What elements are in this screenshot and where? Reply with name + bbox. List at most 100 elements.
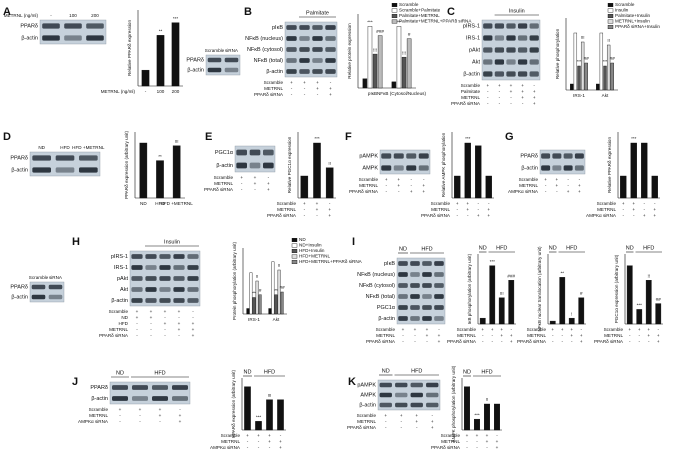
legend-swatch bbox=[607, 13, 614, 18]
blot-row-label: IRS-1 bbox=[114, 265, 128, 271]
bar bbox=[570, 83, 574, 91]
band bbox=[563, 165, 573, 171]
condition-sign: - bbox=[423, 177, 425, 182]
band bbox=[159, 298, 171, 303]
bar bbox=[610, 62, 614, 91]
condition-sign: - bbox=[119, 419, 121, 424]
bar bbox=[300, 175, 309, 199]
x-tick-label: HFD bbox=[155, 201, 165, 206]
y-axis-label: Protein phosphorylation (arbitrary unit) bbox=[232, 241, 237, 320]
condition-sign: - bbox=[533, 83, 535, 88]
bar bbox=[156, 160, 164, 199]
lane-label: siRNA bbox=[49, 275, 63, 280]
band bbox=[207, 67, 222, 73]
condition-sign: - bbox=[638, 339, 640, 344]
significance-mark: ## bbox=[656, 297, 662, 302]
legend-label: Palmitate+METRNL bbox=[399, 13, 440, 18]
condition-label: AMPKα siRNA bbox=[210, 445, 241, 450]
blot-row-label: β-actin bbox=[11, 167, 28, 173]
condition-sign: - bbox=[304, 92, 306, 97]
group-header: ND bbox=[463, 369, 471, 375]
band bbox=[418, 153, 429, 159]
group-header: Insulin bbox=[164, 239, 180, 245]
x-axis-label: METRNL (ng/ml) bbox=[101, 89, 136, 94]
bar bbox=[172, 145, 181, 199]
band bbox=[410, 316, 420, 321]
condition-sign: + bbox=[328, 207, 331, 212]
bar bbox=[396, 26, 402, 89]
condition-label: METRNL bbox=[604, 333, 623, 338]
condition-sign: + bbox=[487, 213, 490, 218]
condition-sign: + bbox=[510, 339, 513, 344]
group-header: ND bbox=[626, 245, 634, 251]
band bbox=[422, 305, 432, 310]
band bbox=[381, 165, 392, 171]
condition-label: Scramble bbox=[527, 327, 547, 332]
condition-sign: + bbox=[246, 433, 249, 438]
condition-sign: + bbox=[316, 80, 319, 85]
condition-sign: + bbox=[329, 92, 332, 97]
condition-sign: - bbox=[241, 181, 243, 186]
significance-mark: !! bbox=[607, 38, 610, 43]
blot-row-label: NFκB (nucleus) bbox=[357, 272, 395, 278]
condition-sign: - bbox=[291, 86, 293, 91]
bar bbox=[325, 167, 334, 199]
band bbox=[541, 153, 551, 159]
legend-swatch bbox=[291, 254, 298, 259]
band bbox=[426, 382, 439, 388]
band bbox=[541, 165, 551, 171]
bar bbox=[549, 320, 556, 325]
legend-swatch bbox=[391, 19, 398, 24]
band bbox=[173, 298, 185, 303]
condition-label: Scramble bbox=[441, 433, 461, 438]
band bbox=[173, 287, 185, 292]
condition-sign: + bbox=[422, 183, 425, 188]
blot-row-label: pAMPK bbox=[357, 382, 376, 388]
condition-sign: - bbox=[499, 101, 501, 106]
condition-label: PPARδ siRNA bbox=[517, 339, 547, 344]
band bbox=[483, 35, 493, 41]
blot-row-label: Akt bbox=[472, 59, 480, 65]
condition-sign: + bbox=[653, 213, 656, 218]
bar bbox=[401, 56, 407, 89]
bar bbox=[596, 83, 600, 91]
bar bbox=[630, 142, 637, 199]
significance-mark: ### bbox=[507, 273, 515, 278]
bar bbox=[139, 142, 148, 199]
condition-sign: + bbox=[178, 309, 181, 314]
lane-label: Scramble bbox=[29, 275, 49, 280]
condition-sign: - bbox=[476, 445, 478, 450]
condition-label: PPARδ siRNA bbox=[254, 92, 284, 97]
group-header: Palmitate bbox=[306, 10, 329, 16]
condition-sign: - bbox=[501, 339, 503, 344]
condition-sign: - bbox=[456, 213, 458, 218]
x-tick-label: Akt bbox=[602, 93, 609, 98]
bar bbox=[464, 386, 471, 431]
legend-label: ND+Insulin bbox=[299, 243, 322, 248]
blot-row-label: β-actin bbox=[11, 294, 28, 300]
band bbox=[410, 283, 420, 288]
condition-sign: + bbox=[496, 445, 499, 450]
y-axis-label: PPARδ expression (arbitrary unit) bbox=[124, 130, 129, 199]
bar bbox=[645, 280, 652, 325]
condition-sign: + bbox=[653, 207, 656, 212]
significance-mark: *** bbox=[465, 136, 471, 141]
band bbox=[312, 58, 323, 63]
y-axis-label: Relative PPARδ expression bbox=[607, 137, 612, 194]
blot-row-label: NFκB (total) bbox=[254, 58, 284, 64]
condition-sign: + bbox=[466, 433, 469, 438]
legend-label: Palmitate+Insulin bbox=[615, 13, 651, 18]
condition-label: Scramble bbox=[519, 177, 539, 182]
x-tick-label: IRS-1 bbox=[248, 317, 260, 322]
condition-sign: + bbox=[257, 433, 260, 438]
condition-sign: - bbox=[477, 207, 479, 212]
group-header: HFD bbox=[421, 246, 432, 252]
bar bbox=[603, 65, 607, 91]
significance-mark: !!! bbox=[373, 47, 377, 52]
legend-label: ND bbox=[299, 237, 306, 242]
condition-sign: + bbox=[179, 419, 182, 424]
band bbox=[398, 305, 408, 310]
band bbox=[434, 305, 444, 310]
significance-mark: ! bbox=[571, 311, 572, 316]
bar bbox=[599, 32, 604, 91]
